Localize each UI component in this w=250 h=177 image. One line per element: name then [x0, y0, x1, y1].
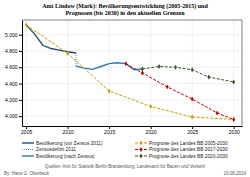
- grid-line: [109, 20, 110, 126]
- marker: [232, 117, 235, 122]
- tick: 2015: [104, 126, 115, 135]
- legend-label: Prognose des Landes BB 2005-2030: [149, 141, 228, 146]
- grid-line: [22, 83, 242, 84]
- legend-item: Bevölkerung (vor Zensus 2011): [22, 141, 103, 146]
- grid-line: [22, 116, 242, 117]
- tick: 2005: [21, 126, 32, 135]
- tick-mark: [19, 116, 22, 117]
- series-line: [75, 53, 76, 66]
- marker: [166, 84, 169, 89]
- grid-line: [233, 20, 234, 126]
- series-line: [142, 66, 233, 81]
- marker: [149, 104, 152, 109]
- frame: [242, 20, 243, 126]
- legend-label: Bevölkerung (vor Zensus 2011): [36, 141, 103, 146]
- series-line: [26, 25, 76, 53]
- grid-line: [192, 20, 193, 126]
- tick-mark: [19, 100, 22, 101]
- annotation: By: Hans G. Oberbeck: [4, 171, 50, 176]
- tick: 2020: [146, 126, 157, 135]
- tick-label: 2020: [146, 129, 157, 135]
- marker: [191, 67, 194, 72]
- grid-line: [150, 20, 151, 126]
- marker: [158, 64, 161, 69]
- axis-line: [22, 21, 23, 127]
- marker: [216, 110, 219, 115]
- tick-label: 4.000: [5, 113, 18, 119]
- tick-mark: [19, 67, 22, 68]
- legend-label: Prognose des Landes BB 2020-2030: [149, 154, 228, 159]
- grid-line: [26, 20, 27, 126]
- tick-label: 4.200: [5, 97, 18, 103]
- tick: 2030: [229, 126, 240, 135]
- legend-item: Zensusdefizit 2011: [22, 147, 76, 152]
- marks: [25, 22, 235, 122]
- legend-swatch: [140, 141, 143, 146]
- annotation: Quellen: Amt für Statistik Berlin-Brande…: [45, 164, 206, 169]
- tick-label: 4.400: [5, 81, 18, 87]
- legend-item: Prognose des Landes BB 2020-2030: [135, 154, 228, 159]
- marker: [232, 117, 235, 122]
- marker: [174, 65, 177, 70]
- tick-mark: [19, 35, 22, 36]
- tick: 4.400: [5, 81, 22, 87]
- y-axis: 4.000 4.200 4.400 4.600 4.800 5.000: [5, 21, 23, 127]
- tick-label: 4.800: [5, 48, 18, 54]
- marker: [66, 51, 69, 56]
- axis-line: [23, 126, 243, 127]
- marker: [124, 61, 127, 66]
- legend-swatch: [22, 149, 34, 150]
- grid-line: [67, 20, 68, 126]
- title: Amt Lindow (Mark): Bevölkerungsentwicklu…: [42, 3, 208, 17]
- tick-label: 2010: [63, 129, 74, 135]
- tick-mark: [19, 51, 22, 52]
- tick-label: 2005: [21, 129, 32, 135]
- annotation: 19.08.2019: [223, 171, 246, 176]
- legend-item: Prognose des Landes BB 2005-2030: [135, 141, 228, 146]
- plot: 2005201020152020202520304.0004.2004.4004…: [5, 20, 243, 135]
- legend-swatch: [22, 142, 34, 143]
- tick-label: 5.000: [5, 32, 18, 38]
- tick-label: 2030: [229, 129, 240, 135]
- legend-swatch: [140, 154, 143, 159]
- marker: [207, 75, 210, 80]
- legend-label: Prognose des Landes BB 2017-2030: [149, 147, 228, 152]
- grid-line: [22, 50, 242, 51]
- frame: [22, 20, 242, 21]
- tick-label: 2015: [104, 129, 115, 135]
- legend-label: Zensusdefizit 2011: [36, 147, 76, 152]
- tick: 2025: [187, 126, 198, 135]
- legend-swatch: [140, 147, 143, 152]
- marker: [141, 66, 144, 71]
- marker: [108, 88, 111, 93]
- grid-line: [22, 34, 242, 35]
- legend-swatch: [22, 155, 34, 156]
- chart: Amt Lindow (Mark): Bevölkerungsentwicklu…: [0, 0, 250, 177]
- tick: 4.600: [5, 64, 22, 70]
- series-line: [126, 64, 234, 120]
- series-line: [26, 25, 234, 120]
- legend: Bevölkerung (vor Zensus 2011)Zensusdefiz…: [22, 141, 228, 159]
- marker: [25, 22, 28, 27]
- tick: 4.200: [5, 97, 22, 103]
- series-line: [76, 63, 142, 70]
- grid: [22, 20, 242, 126]
- tick: 4.000: [5, 113, 22, 119]
- legend-item: Bevölkerung (nach Zensus): [22, 154, 95, 159]
- tick: 4.800: [5, 48, 22, 54]
- marker: [191, 97, 194, 102]
- legend-label: Bevölkerung (nach Zensus): [36, 154, 95, 159]
- tick-label: 2025: [187, 129, 198, 135]
- tick-mark: [19, 84, 22, 85]
- tick: 5.000: [5, 32, 22, 38]
- legend-item: Prognose des Landes BB 2017-2030: [135, 147, 228, 152]
- x-axis: 2005 2010 2015 2020 2025 2030: [21, 126, 242, 135]
- marker: [232, 80, 235, 85]
- tick-label: 4.600: [5, 64, 18, 70]
- tick: 2010: [63, 126, 74, 135]
- marker: [191, 115, 194, 120]
